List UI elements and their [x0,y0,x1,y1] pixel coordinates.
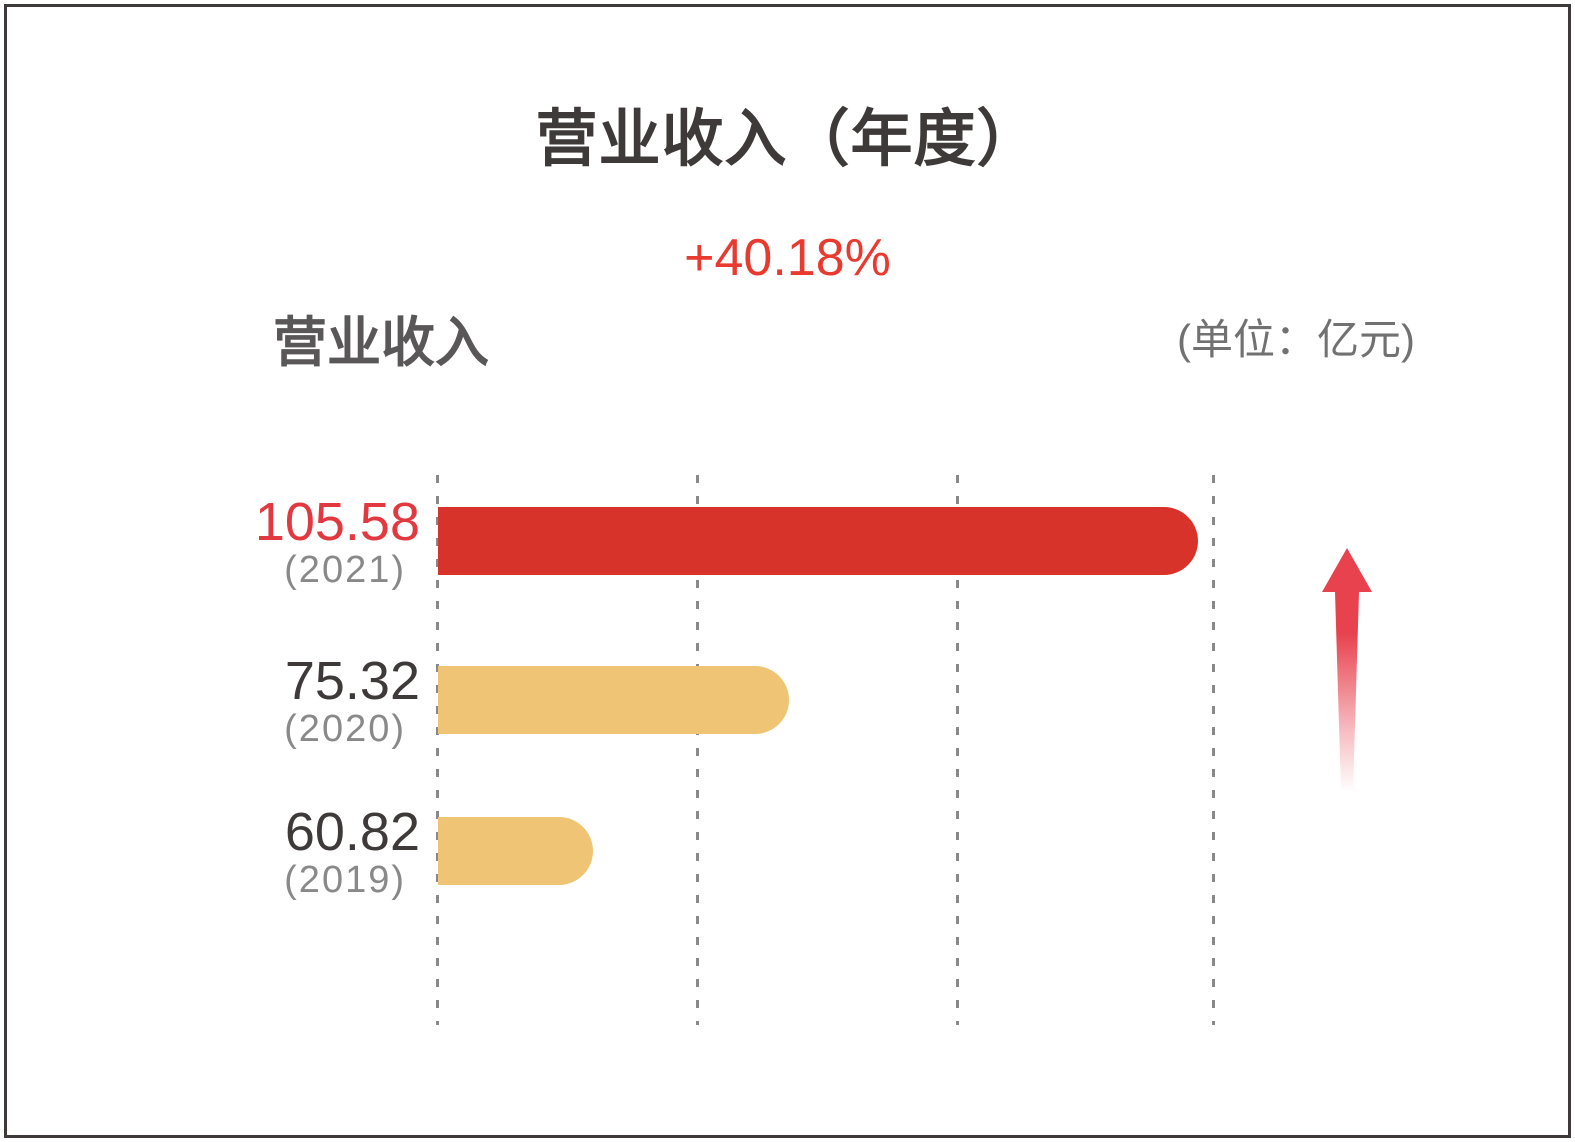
bar-2020 [438,666,789,734]
bar-2019 [438,817,593,885]
year-2019: (2019) [284,859,406,901]
bar-label-2019: 60.82 (2019) [0,804,420,900]
gridline [696,475,699,1025]
growth-percent-label: +40.18% [684,229,891,287]
gridline [1212,475,1215,1025]
value-2020: 75.32 [284,651,420,711]
year-2021: (2021) [284,549,406,591]
gridline [436,475,439,1025]
gridline [956,475,959,1025]
bar-label-2020: 75.32 (2020) [0,653,420,749]
bar-label-2021: 105.58 (2021) [0,494,420,590]
bar-2021 [438,507,1198,575]
unit-label: (单位：亿元) [1177,316,1415,363]
series-label: 营业收入 [273,313,489,373]
growth-arrow-icon [1322,548,1372,792]
year-2020: (2020) [284,708,406,750]
value-2019: 60.82 [284,802,420,862]
chart-title: 营业收入（年度） [535,105,1040,174]
value-2021: 105.58 [254,492,420,552]
